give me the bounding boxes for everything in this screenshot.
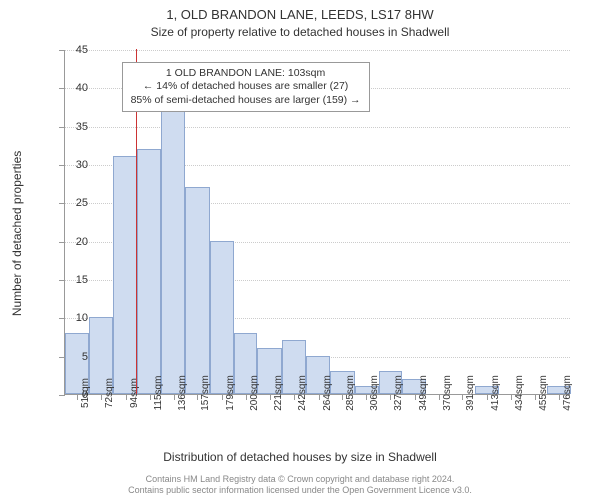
x-tick-label: 221sqm (273, 375, 284, 411)
x-tick (294, 394, 295, 400)
y-tick-label: 20 (58, 236, 88, 248)
histogram-bar (161, 110, 185, 394)
x-tick (174, 394, 175, 400)
x-tick-label: 285sqm (345, 375, 356, 411)
x-tick-label: 476sqm (562, 375, 573, 411)
x-tick-label: 413sqm (490, 375, 501, 411)
x-tick-label: 94sqm (129, 378, 140, 408)
y-axis-title: Number of detached properties (10, 151, 24, 316)
x-tick-label: 200sqm (249, 375, 260, 411)
x-tick-label: 391sqm (465, 375, 476, 411)
histogram-bar (210, 241, 234, 394)
plot-area: 51sqm72sqm94sqm115sqm136sqm157sqm179sqm2… (64, 50, 570, 395)
x-tick-label: 434sqm (514, 375, 525, 411)
x-tick (246, 394, 247, 400)
y-tick-label: 35 (58, 121, 88, 133)
x-tick-label: 306sqm (369, 375, 380, 411)
x-tick (390, 394, 391, 400)
x-tick (439, 394, 440, 400)
x-tick (415, 394, 416, 400)
plot-wrap: 51sqm72sqm94sqm115sqm136sqm157sqm179sqm2… (64, 50, 570, 395)
x-tick-label: 157sqm (200, 375, 211, 411)
chart-subtitle: Size of property relative to detached ho… (0, 24, 600, 39)
histogram-bar (137, 149, 161, 394)
annotation-line: ← 14% of detached houses are smaller (27… (131, 80, 361, 94)
y-tick-label: 45 (58, 44, 88, 56)
annotation-line: 85% of semi-detached houses are larger (… (131, 94, 361, 108)
chart-title: 1, OLD BRANDON LANE, LEEDS, LS17 8HW (0, 0, 600, 24)
x-tick (366, 394, 367, 400)
x-tick (342, 394, 343, 400)
x-tick (319, 394, 320, 400)
x-tick (559, 394, 560, 400)
x-tick-label: 115sqm (153, 376, 164, 411)
x-tick-label: 136sqm (177, 375, 188, 411)
x-tick-label: 179sqm (225, 375, 236, 411)
x-tick-label: 327sqm (393, 375, 404, 411)
x-tick (487, 394, 488, 400)
x-tick (101, 394, 102, 400)
grid-line (65, 127, 570, 128)
y-tick-label: 30 (58, 159, 88, 171)
chart-container: 1, OLD BRANDON LANE, LEEDS, LS17 8HW Siz… (0, 0, 600, 500)
y-tick-label: 5 (58, 351, 88, 363)
x-tick (535, 394, 536, 400)
x-tick-label: 349sqm (418, 375, 429, 411)
y-tick-label: 15 (58, 274, 88, 286)
x-tick (197, 394, 198, 400)
footer-line: Contains public sector information licen… (0, 485, 600, 497)
x-tick (150, 394, 151, 400)
y-tick-label: 25 (58, 197, 88, 209)
x-tick (126, 394, 127, 400)
grid-line (65, 50, 570, 51)
annotation-line: 1 OLD BRANDON LANE: 103sqm (131, 67, 361, 81)
x-tick-label: 370sqm (442, 375, 453, 411)
x-tick-label: 72sqm (104, 378, 115, 408)
y-tick-label: 10 (58, 312, 88, 324)
x-tick (222, 394, 223, 400)
histogram-bar (113, 156, 138, 394)
x-tick (511, 394, 512, 400)
x-tick (270, 394, 271, 400)
histogram-bar (185, 187, 210, 394)
y-tick-label: 0 (58, 389, 88, 401)
x-tick (462, 394, 463, 400)
footer-line: Contains HM Land Registry data © Crown c… (0, 474, 600, 486)
annotation-box: 1 OLD BRANDON LANE: 103sqm← 14% of detac… (122, 62, 370, 113)
x-axis-title: Distribution of detached houses by size … (0, 450, 600, 464)
x-tick-label: 242sqm (297, 375, 308, 411)
chart-footer: Contains HM Land Registry data © Crown c… (0, 474, 600, 497)
x-tick-label: 264sqm (322, 375, 333, 411)
y-tick-label: 40 (58, 82, 88, 94)
x-tick-label: 455sqm (538, 375, 549, 411)
